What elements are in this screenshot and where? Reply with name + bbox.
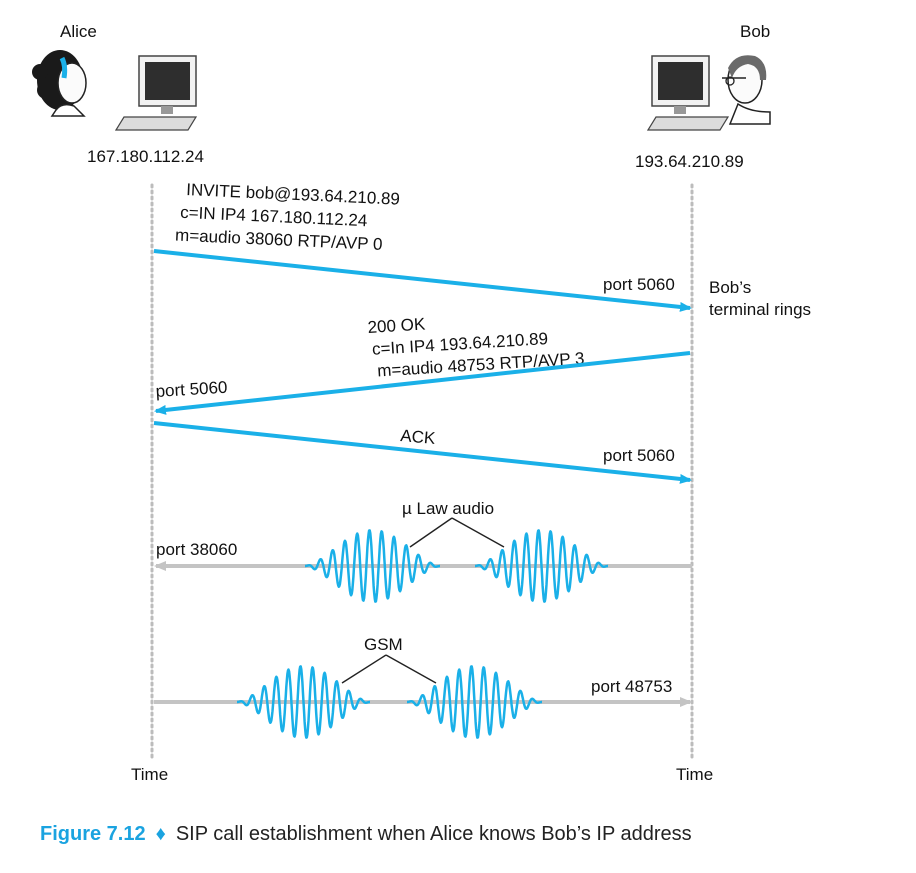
ack-port: port 5060 — [603, 446, 675, 465]
gsm-wave-1 — [236, 665, 371, 739]
mu-law-wave-1 — [304, 529, 441, 603]
gsm-label: GSM — [364, 635, 403, 654]
ok-arrow — [154, 351, 691, 415]
mu-law-port: port 38060 — [156, 540, 237, 559]
ack-arrow — [153, 421, 692, 484]
mu-law-label: µ Law audio — [402, 499, 494, 518]
bob-rings-line-2: terminal rings — [709, 300, 811, 319]
mu-law-wave-2 — [474, 529, 609, 603]
invite-port: port 5060 — [603, 275, 675, 294]
mu-law-pointer-left — [409, 517, 453, 548]
alice-computer-icon — [114, 55, 198, 131]
alice-time-label: Time — [131, 765, 168, 784]
alice-person-icon — [32, 50, 87, 117]
mu-law-pointer-right — [451, 517, 505, 548]
bob-time-label: Time — [676, 765, 713, 784]
invite-message-text: INVITE bob@193.64.210.89 c=IN IP4 167.18… — [175, 180, 401, 254]
bob-rings-line-1: Bob’s — [709, 278, 751, 297]
gsm-pointer-right — [385, 654, 437, 684]
bob-name: Bob — [740, 22, 770, 41]
invite-arrow — [153, 249, 692, 312]
bob-computer-icon — [646, 55, 730, 131]
alice-name: Alice — [60, 22, 97, 41]
figure-caption: Figure 7.12 ♦ SIP call establishment when … — [40, 823, 692, 845]
invite-line-3: m=audio 38060 RTP/AVP 0 — [175, 226, 383, 254]
ok-port: port 5060 — [155, 378, 228, 401]
bob-person-icon — [722, 55, 771, 125]
caption-text: SIP call establishment when Alice knows … — [176, 823, 692, 845]
gsm-wave-2 — [406, 665, 543, 739]
gsm-port: port 48753 — [591, 677, 672, 696]
caption-diamond-icon: ♦ — [156, 823, 166, 845]
ack-label: ACK — [400, 426, 437, 448]
bob-ip: 193.64.210.89 — [635, 152, 744, 171]
alice-ip: 167.180.112.24 — [87, 147, 204, 166]
ok-line-1: 200 OK — [367, 314, 426, 337]
caption-figure-number: Figure 7.12 — [40, 823, 146, 845]
gsm-pointer-left — [341, 654, 387, 684]
